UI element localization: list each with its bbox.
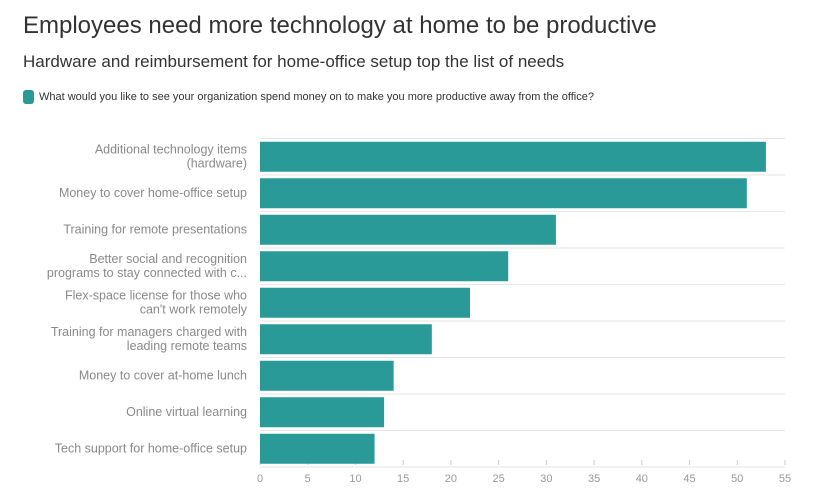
- category-label: Online virtual learning: [126, 405, 247, 419]
- category-label: (hardware): [187, 156, 247, 170]
- category-label: Tech support for home-office setup: [55, 441, 247, 455]
- bar[interactable]: [260, 433, 375, 464]
- x-tick-label: 25: [493, 473, 505, 485]
- bar[interactable]: [260, 214, 556, 245]
- x-tick-label: 45: [683, 473, 695, 485]
- bar[interactable]: [260, 324, 432, 355]
- category-label: Training for managers charged with: [51, 325, 247, 339]
- category-label: Money to cover home-office setup: [59, 186, 247, 200]
- bar[interactable]: [260, 287, 470, 318]
- x-tick-label: 10: [349, 473, 361, 485]
- x-tick-label: 35: [588, 473, 600, 485]
- x-tick-label: 40: [636, 473, 648, 485]
- bar[interactable]: [260, 397, 385, 428]
- x-tick-label: 20: [445, 473, 457, 485]
- legend-label: What would you like to see your organiza…: [39, 91, 594, 103]
- category-label: programs to stay connected with c...: [47, 266, 247, 280]
- category-label: leading remote teams: [127, 339, 247, 353]
- x-tick-label: 55: [779, 473, 791, 485]
- bar[interactable]: [260, 141, 766, 172]
- legend-swatch: [23, 90, 34, 104]
- bar[interactable]: [260, 360, 394, 391]
- chart-title: Employees need more technology at home t…: [23, 12, 657, 39]
- bar[interactable]: [260, 178, 747, 209]
- x-tick-label: 15: [397, 473, 409, 485]
- x-tick-label: 30: [540, 473, 552, 485]
- category-label: Additional technology items: [95, 142, 247, 156]
- x-tick-label: 5: [305, 473, 311, 485]
- category-label: Flex-space license for those who: [65, 288, 247, 302]
- category-label: Training for remote presentations: [63, 222, 247, 236]
- bar[interactable]: [260, 251, 509, 282]
- x-tick-label: 0: [257, 473, 263, 485]
- legend[interactable]: What would you like to see your organiza…: [23, 90, 594, 104]
- category-label: can't work remotely: [140, 302, 248, 316]
- category-label: Better social and recognition: [89, 252, 247, 266]
- category-label: Money to cover at-home lunch: [79, 368, 247, 382]
- x-tick-label: 50: [731, 473, 743, 485]
- chart-subtitle: Hardware and reimbursement for home-offi…: [23, 52, 565, 71]
